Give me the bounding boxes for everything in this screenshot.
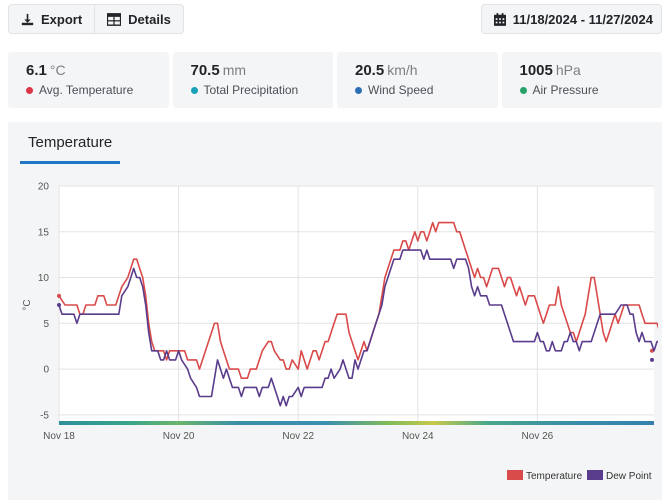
table-icon <box>107 12 122 26</box>
details-button[interactable]: Details <box>95 4 184 34</box>
y-tick-label: 0 <box>43 365 49 376</box>
y-tick-label: 15 <box>38 227 50 238</box>
series-line-temperature <box>59 221 658 379</box>
stat-unit: km/h <box>387 62 418 78</box>
stat-air-pressure: 1005 hPa Air Pressure <box>501 52 662 108</box>
tab-temperature[interactable]: Temperature <box>20 134 121 164</box>
stats-row: 6.1 °C Avg. Temperature 70.5 mm Total Prec… <box>8 52 662 108</box>
x-tick-label: Nov 24 <box>402 431 434 442</box>
calendar-icon <box>493 12 506 26</box>
legend-label-dew-point: Dew Point <box>606 471 652 482</box>
stat-unit: mm <box>222 62 247 78</box>
series-line-dew-point <box>59 249 658 407</box>
series-end-point-dew-point <box>650 357 654 362</box>
y-tick-label: 5 <box>43 319 49 330</box>
stat-value: 6.1 <box>26 62 47 79</box>
toolbar: Export Details <box>8 4 184 34</box>
date-range-label: 11/18/2024 - 11/27/2024 <box>512 11 653 27</box>
stat-total-precipitation: 70.5 mm Total Precipitation <box>172 52 333 108</box>
stat-label: Avg. Temperature <box>39 83 134 97</box>
x-tick-label: Nov 18 <box>43 431 75 442</box>
status-dot <box>355 86 362 94</box>
y-tick-label: 10 <box>38 273 50 284</box>
weather-band <box>59 421 654 425</box>
x-tick-label: Nov 20 <box>163 431 195 442</box>
date-range-button[interactable]: 11/18/2024 - 11/27/2024 <box>480 4 662 34</box>
y-tick-label: 20 <box>38 182 50 193</box>
x-tick-label: Nov 26 <box>522 431 554 442</box>
stat-label: Air Pressure <box>532 83 599 97</box>
stat-value: 70.5 <box>190 62 220 79</box>
plot-area <box>59 186 654 424</box>
status-dot <box>26 86 33 94</box>
status-dot <box>519 86 527 94</box>
status-dot <box>190 86 198 94</box>
stat-value: 20.5 <box>355 62 385 79</box>
stat-avg-temperature: 6.1 °C Avg. Temperature <box>8 52 169 108</box>
stat-label: Wind Speed <box>368 83 434 97</box>
stat-label: Total Precipitation <box>203 83 299 97</box>
stat-value: 1005 <box>519 62 553 79</box>
download-icon <box>21 13 34 25</box>
details-label: Details <box>128 11 171 27</box>
stat-unit: hPa <box>555 62 581 78</box>
legend-swatch-dew-point <box>587 470 603 480</box>
temperature-chart: -5 0 5 10 15 20 Nov 18 Nov 20 Nov 22 Nov 24 Nov 26… <box>22 182 658 482</box>
legend-label-temperature: Temperature <box>526 471 583 482</box>
export-label: Export <box>41 11 83 27</box>
stat-unit: °C <box>49 62 66 78</box>
series-start-point-dew-point <box>57 303 61 307</box>
series-start-point-temperature <box>57 293 61 298</box>
legend-swatch-temperature <box>507 470 523 480</box>
y-tick-label: -5 <box>40 410 49 421</box>
x-tick-label: Nov 22 <box>282 431 314 442</box>
chart-panel: Temperature -5 0 5 10 15 20 Nov 18 Nov 20 Nov 22… <box>8 122 662 500</box>
y-axis-label: °C <box>22 299 33 310</box>
tab-row: Temperature <box>8 122 662 164</box>
export-button[interactable]: Export <box>8 4 96 34</box>
stat-wind-speed: 20.5 km/h Wind Speed <box>337 52 498 108</box>
